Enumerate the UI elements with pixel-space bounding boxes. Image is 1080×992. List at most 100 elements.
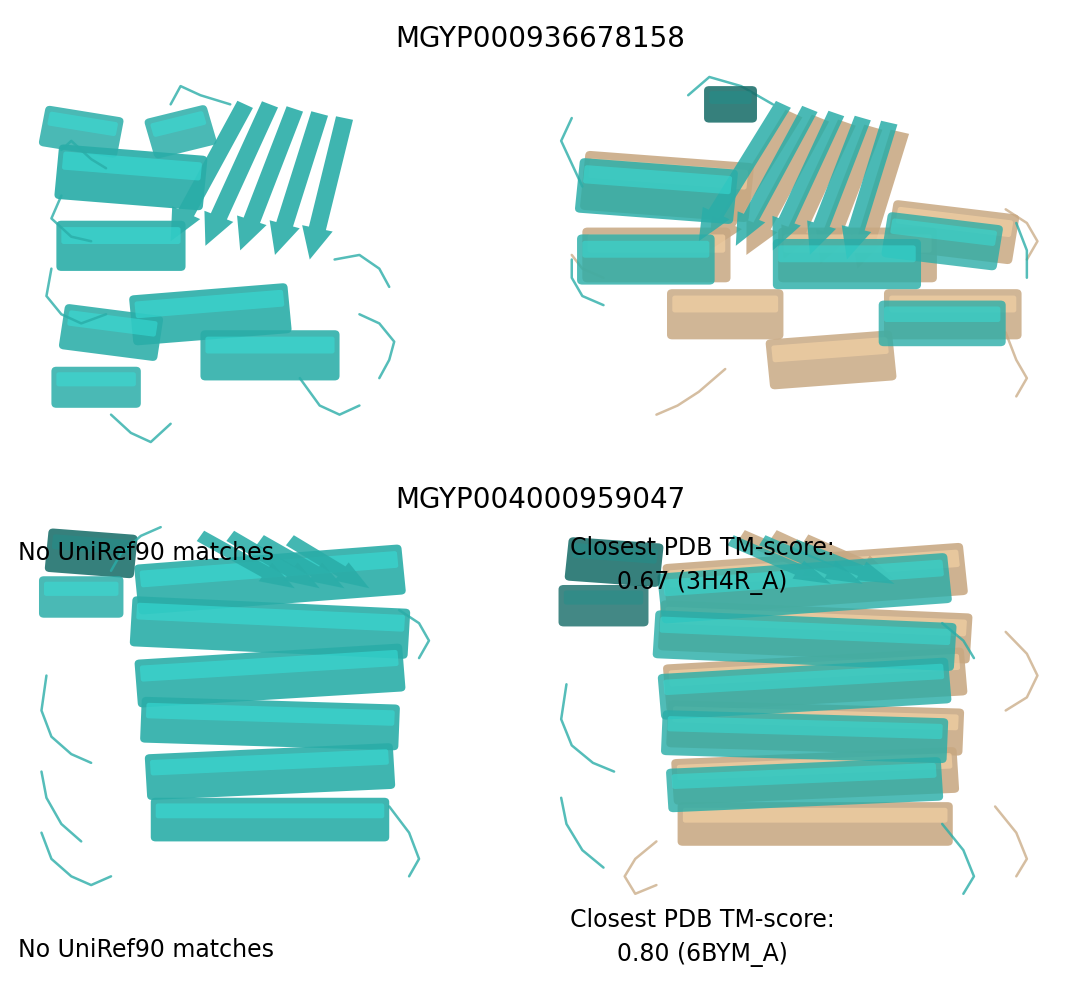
FancyBboxPatch shape <box>582 241 710 258</box>
FancyBboxPatch shape <box>150 749 389 776</box>
FancyArrow shape <box>302 116 353 260</box>
FancyArrow shape <box>204 101 278 246</box>
FancyArrow shape <box>710 110 802 250</box>
Text: MGYP004000959047: MGYP004000959047 <box>395 486 685 514</box>
FancyBboxPatch shape <box>577 234 715 285</box>
FancyBboxPatch shape <box>883 307 1000 322</box>
FancyBboxPatch shape <box>683 807 947 822</box>
FancyBboxPatch shape <box>667 290 783 339</box>
FancyArrow shape <box>171 101 253 241</box>
FancyBboxPatch shape <box>771 337 889 362</box>
Text: No UniRef90 matches: No UniRef90 matches <box>17 541 274 564</box>
Text: Closest PDB TM-score:: Closest PDB TM-score: <box>569 909 835 932</box>
FancyArrow shape <box>791 540 894 584</box>
FancyBboxPatch shape <box>67 310 158 336</box>
FancyArrow shape <box>807 116 870 255</box>
FancyBboxPatch shape <box>658 554 951 623</box>
FancyBboxPatch shape <box>565 538 663 587</box>
FancyBboxPatch shape <box>661 710 948 763</box>
FancyBboxPatch shape <box>652 610 957 671</box>
FancyBboxPatch shape <box>677 753 953 781</box>
FancyBboxPatch shape <box>145 743 395 800</box>
FancyArrow shape <box>256 535 345 588</box>
FancyBboxPatch shape <box>145 105 216 159</box>
Text: 0.67 (3H4R_A): 0.67 (3H4R_A) <box>617 570 787 595</box>
FancyBboxPatch shape <box>890 218 997 246</box>
FancyBboxPatch shape <box>669 550 960 587</box>
FancyBboxPatch shape <box>62 227 180 244</box>
FancyBboxPatch shape <box>146 702 394 726</box>
FancyArrow shape <box>738 530 841 579</box>
FancyBboxPatch shape <box>778 245 916 262</box>
FancyArrow shape <box>735 106 818 246</box>
FancyBboxPatch shape <box>889 296 1016 312</box>
FancyBboxPatch shape <box>887 200 1020 264</box>
FancyBboxPatch shape <box>45 529 137 578</box>
FancyBboxPatch shape <box>139 552 399 587</box>
FancyBboxPatch shape <box>589 159 748 189</box>
FancyBboxPatch shape <box>658 600 972 664</box>
FancyBboxPatch shape <box>130 596 410 659</box>
FancyBboxPatch shape <box>673 706 959 730</box>
FancyArrow shape <box>815 125 882 264</box>
Text: MGYP000936678158: MGYP000936678158 <box>395 25 685 53</box>
FancyBboxPatch shape <box>39 106 123 158</box>
FancyBboxPatch shape <box>879 301 1005 346</box>
Text: 0.80 (6BYM_A): 0.80 (6BYM_A) <box>617 942 787 967</box>
FancyBboxPatch shape <box>658 658 951 719</box>
FancyBboxPatch shape <box>710 91 752 104</box>
FancyBboxPatch shape <box>150 111 206 137</box>
FancyArrow shape <box>238 106 303 250</box>
FancyArrow shape <box>801 535 894 579</box>
FancyBboxPatch shape <box>140 696 400 750</box>
FancyBboxPatch shape <box>663 664 944 695</box>
FancyBboxPatch shape <box>677 803 953 846</box>
FancyArrow shape <box>759 536 863 584</box>
FancyBboxPatch shape <box>575 158 738 224</box>
FancyArrow shape <box>727 536 832 584</box>
FancyArrow shape <box>227 531 320 588</box>
FancyBboxPatch shape <box>135 644 405 707</box>
FancyBboxPatch shape <box>134 545 406 614</box>
FancyBboxPatch shape <box>44 581 119 596</box>
FancyBboxPatch shape <box>201 330 339 381</box>
FancyBboxPatch shape <box>883 290 1022 339</box>
FancyArrow shape <box>781 120 855 260</box>
FancyBboxPatch shape <box>52 535 132 555</box>
FancyBboxPatch shape <box>136 603 405 632</box>
FancyBboxPatch shape <box>704 86 757 123</box>
FancyBboxPatch shape <box>666 757 943 812</box>
FancyBboxPatch shape <box>669 654 960 686</box>
FancyBboxPatch shape <box>135 290 284 318</box>
FancyBboxPatch shape <box>140 650 399 682</box>
FancyBboxPatch shape <box>564 590 644 605</box>
FancyArrow shape <box>286 536 369 588</box>
FancyBboxPatch shape <box>588 234 726 253</box>
FancyBboxPatch shape <box>130 284 292 345</box>
FancyBboxPatch shape <box>56 221 186 271</box>
Text: No UniRef90 matches: No UniRef90 matches <box>17 938 274 962</box>
FancyBboxPatch shape <box>895 207 1013 237</box>
FancyArrow shape <box>699 101 791 241</box>
FancyBboxPatch shape <box>766 330 896 389</box>
FancyArrow shape <box>841 121 897 260</box>
FancyBboxPatch shape <box>583 166 732 194</box>
FancyBboxPatch shape <box>783 234 932 253</box>
FancyBboxPatch shape <box>672 763 936 789</box>
FancyBboxPatch shape <box>881 212 1003 270</box>
FancyBboxPatch shape <box>672 747 959 805</box>
FancyBboxPatch shape <box>48 112 118 136</box>
FancyBboxPatch shape <box>667 716 943 739</box>
FancyBboxPatch shape <box>773 239 921 290</box>
FancyArrow shape <box>772 111 845 250</box>
FancyArrow shape <box>850 130 909 269</box>
FancyArrow shape <box>769 530 868 579</box>
FancyBboxPatch shape <box>52 367 140 408</box>
FancyBboxPatch shape <box>572 543 658 563</box>
FancyBboxPatch shape <box>663 559 944 596</box>
FancyArrow shape <box>270 111 328 255</box>
FancyBboxPatch shape <box>156 804 384 818</box>
FancyBboxPatch shape <box>672 296 778 312</box>
FancyBboxPatch shape <box>663 648 968 712</box>
FancyArrow shape <box>197 531 295 588</box>
